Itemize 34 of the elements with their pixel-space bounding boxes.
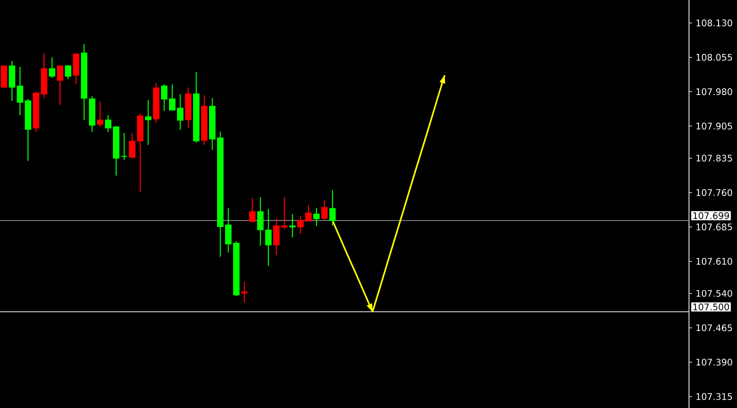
y-tick-label: 107.610	[696, 258, 732, 265]
candlestick	[241, 281, 248, 304]
candlestick	[96, 100, 104, 128]
candlestick	[313, 208, 320, 227]
candlestick	[193, 71, 200, 144]
candlestick	[80, 44, 88, 121]
y-tick-label: 107.390	[696, 358, 732, 366]
y-tick-label: 107.835	[696, 154, 732, 162]
ref-line-label: 107.699	[693, 212, 729, 220]
y-tick-label: 107.760	[696, 189, 732, 196]
candlestick	[8, 60, 16, 102]
candlestick	[144, 99, 152, 146]
candlestick	[321, 199, 328, 220]
y-tick-label: 107.315	[696, 393, 732, 400]
candlestick	[56, 66, 64, 106]
y-tick-label: 107.540	[696, 290, 732, 297]
candlestick	[289, 214, 296, 238]
y-tick-label: 107.905	[696, 122, 732, 130]
candlestick	[48, 56, 56, 78]
y-tick-label: 107.685	[696, 224, 732, 230]
candlestick	[329, 190, 336, 226]
y-tick-label: 107.980	[696, 88, 732, 96]
candlestick	[185, 87, 192, 128]
y-tick-label: 108.055	[696, 54, 732, 61]
candlestick	[72, 52, 80, 85]
y-tick-label: 108.130	[696, 20, 732, 26]
ref-line-label: 107.500	[693, 304, 730, 310]
y-tick-label: 107.465	[696, 324, 732, 332]
candlestick	[153, 82, 160, 124]
candlestick	[201, 94, 208, 146]
candlestick	[88, 96, 96, 133]
candlestick	[64, 64, 72, 80]
candlestick	[249, 198, 256, 222]
candlestick	[120, 132, 128, 160]
